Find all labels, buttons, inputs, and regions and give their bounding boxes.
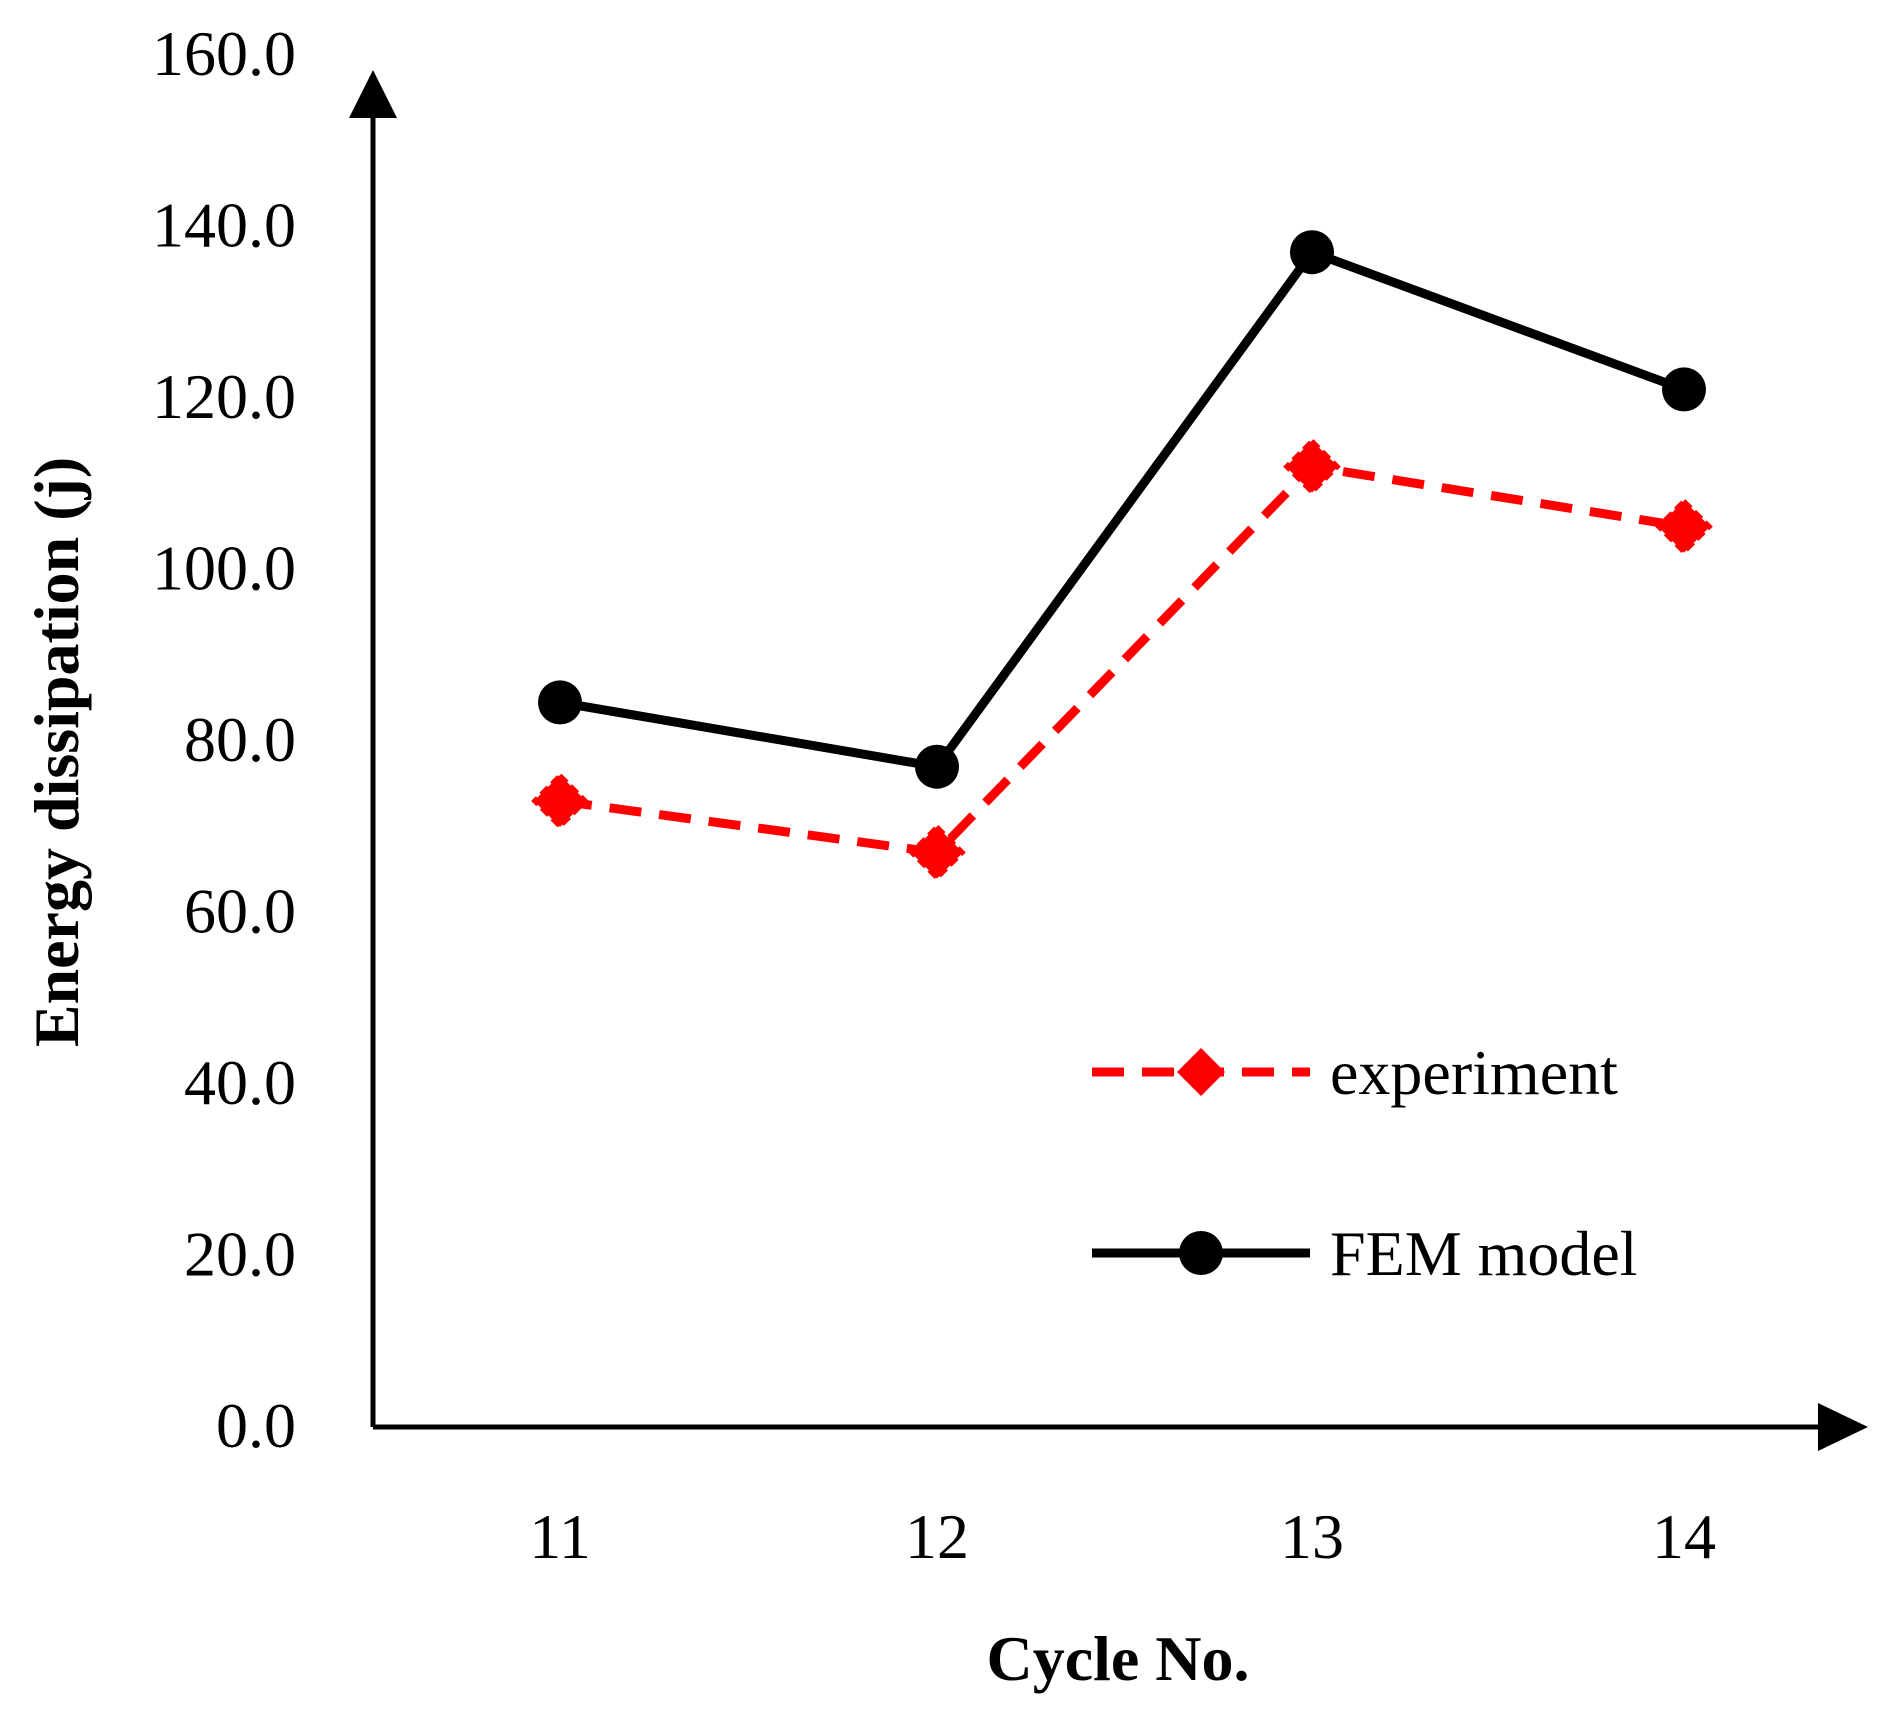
y-tick-label: 100.0 [152,533,296,604]
y-tick-label: 20.0 [184,1219,296,1290]
series-line [559,247,1686,772]
data-point-diamond [531,772,589,830]
legend-label: FEM model [1330,1218,1638,1289]
legend-item: FEM model [1092,1218,1638,1289]
series-layer [531,230,1713,882]
y-axis-title: Energy dissipation (j) [21,457,92,1047]
legend-marker-diamond [1177,1048,1225,1096]
legend-label: experiment [1330,1037,1618,1108]
x-tick-labels: 11 12 13 14 [529,1501,1716,1572]
data-point-diamond [1283,437,1341,496]
x-tick-label: 11 [529,1501,591,1572]
legend-marker-circle [1179,1231,1223,1275]
y-tick-label: 60.0 [184,876,296,947]
legend-item: experiment [1092,1037,1618,1108]
x-axis-title: Cycle No. [986,1623,1249,1694]
y-axis-arrow [349,70,397,118]
y-tick-label: 120.0 [152,361,296,432]
data-point-diamond [1655,497,1713,556]
legend: experiment FEM model [1092,1037,1638,1289]
y-tick-label: 80.0 [184,704,296,775]
data-point-circle [1662,367,1706,412]
axes-layer [349,70,1868,1451]
y-tick-label: 0.0 [216,1390,296,1461]
series-experiment [531,437,1713,882]
x-tick-label: 14 [1652,1501,1716,1572]
series-line [559,462,1685,857]
data-point-circle [1290,230,1334,275]
x-axis-arrow [1818,1403,1868,1451]
y-tick-label: 160.0 [152,18,296,89]
y-tick-label: 140.0 [152,190,296,261]
data-point-circle [538,680,582,725]
y-tick-labels: 0.0 20.0 40.0 60.0 80.0 100.0 120.0 140.0 160.0 [152,18,296,1461]
x-tick-label: 13 [1280,1501,1344,1572]
y-tick-label: 40.0 [184,1047,296,1118]
data-point-circle [915,744,959,789]
data-point-diamond [908,823,966,882]
x-tick-label: 12 [905,1501,969,1572]
series-fem-model [538,230,1706,789]
